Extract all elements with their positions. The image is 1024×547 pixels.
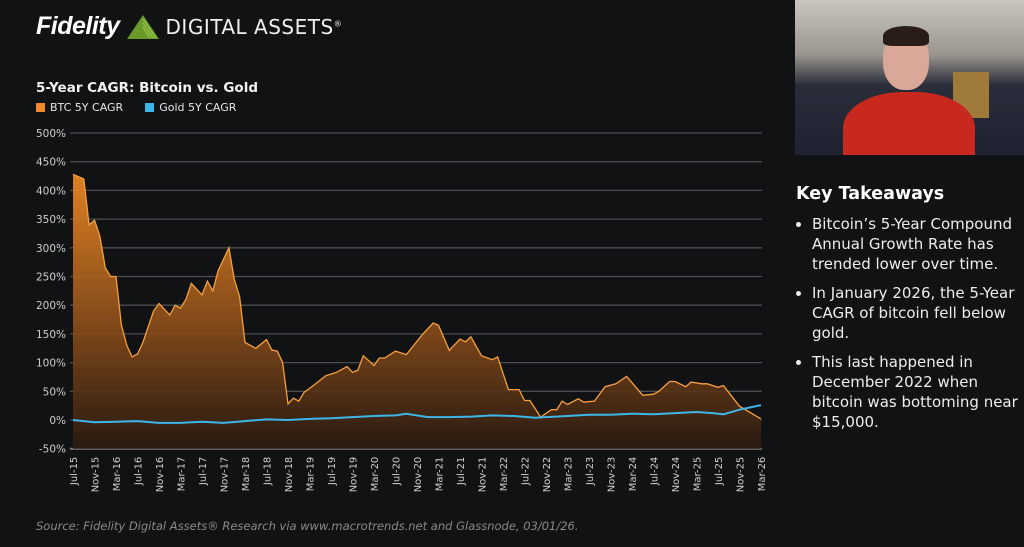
x-tick-label: Jul-21: [456, 457, 467, 486]
presenter-body: [843, 92, 975, 155]
logo-wordmark: Fidelity: [36, 12, 120, 40]
x-tick-label: Jul-17: [198, 457, 209, 486]
x-tick-label: Mar-26: [757, 457, 768, 492]
y-tick-label: 150%: [36, 329, 66, 341]
y-tick-label: 100%: [36, 358, 66, 370]
x-tick-label: Nov-18: [284, 457, 295, 493]
y-tick-label: 350%: [36, 214, 66, 226]
x-tick-label: Jul-19: [327, 457, 338, 486]
y-tick-label: 300%: [36, 243, 66, 255]
x-tick-label: Jul-15: [69, 457, 80, 486]
x-tick-label: Nov-23: [607, 457, 618, 493]
x-tick-label: Jul-22: [521, 457, 532, 486]
y-tick-label: 450%: [36, 157, 66, 169]
logo-subtitle: DIGITAL ASSETS®: [165, 14, 343, 39]
x-tick-label: Nov-19: [349, 457, 360, 493]
takeaway-item: Bitcoin’s 5-Year Compound Annual Growth …: [812, 214, 1018, 274]
x-tick-label: Nov-25: [736, 457, 747, 493]
x-tick-label: Jul-16: [134, 457, 145, 486]
x-tick-label: Jul-20: [392, 457, 403, 486]
legend-item-btc: BTC 5Y CAGR: [36, 101, 123, 114]
takeaway-item: In January 2026, the 5-Year CAGR of bitc…: [812, 283, 1018, 343]
x-tick-label: Mar-16: [112, 457, 123, 492]
x-tick-label: Nov-22: [542, 457, 553, 493]
x-tick-label: Nov-15: [91, 457, 102, 493]
takeaways-heading: Key Takeaways: [796, 184, 945, 204]
x-tick-label: Nov-17: [220, 457, 231, 493]
legend-swatch-gold: [145, 103, 155, 112]
gold-line: [72, 404, 762, 424]
y-tick-label: 200%: [36, 300, 66, 312]
y-tick-label: 400%: [36, 185, 66, 197]
x-tick-label: Mar-20: [370, 457, 381, 492]
presenter-webcam: [795, 0, 1024, 155]
x-tick-label: Mar-22: [499, 457, 510, 492]
x-tick-label: Jul-25: [714, 457, 725, 486]
legend-label-btc: BTC 5Y CAGR: [50, 101, 124, 114]
x-tick-label: Jul-23: [585, 457, 596, 486]
btc-line: [72, 173, 762, 420]
x-tick-label: Mar-21: [435, 457, 446, 492]
green-pyramid-icon: [126, 14, 159, 39]
legend-label-gold: Gold 5Y CAGR: [159, 101, 237, 114]
x-tick-label: Mar-19: [306, 457, 317, 492]
takeaways-list: Bitcoin’s 5-Year Compound Annual Growth …: [796, 214, 1018, 432]
presenter-hair: [883, 26, 929, 46]
x-tick-label: Nov-24: [671, 457, 682, 493]
x-tick-label: Mar-18: [241, 457, 252, 492]
x-tick-label: Jul-18: [263, 457, 274, 486]
y-tick-label: 50%: [43, 386, 66, 398]
cagr-chart: 500% 450% 400% 350% 300% 250% 200% 150% 100% 50% 0…: [36, 128, 768, 493]
y-tick-label: 250%: [36, 272, 66, 284]
x-tick-label: Jul-24: [650, 457, 661, 486]
legend-item-gold: Gold 5Y CAGR: [145, 101, 236, 114]
legend-swatch-btc: [36, 103, 45, 112]
y-tick-label: -50%: [39, 444, 66, 456]
x-tick-label: Mar-23: [564, 457, 575, 492]
chart-title: 5-Year CAGR: Bitcoin vs. Gold: [36, 80, 258, 96]
x-tick-label: Mar-17: [177, 457, 188, 492]
x-tick-label: Mar-25: [693, 457, 704, 492]
y-tick-label: 500%: [36, 128, 66, 140]
x-tick-label: Nov-20: [413, 457, 424, 493]
x-tick-label: Mar-24: [628, 457, 639, 492]
chart-legend: BTC 5Y CAGR Gold 5Y CAGR: [36, 101, 236, 114]
key-takeaways-panel: Key Takeaways Bitcoin’s 5-Year Compound …: [796, 184, 1018, 441]
takeaway-item: This last happened in December 2022 when…: [812, 352, 1018, 432]
source-note: Source: Fidelity Digital Assets® Researc…: [36, 519, 579, 533]
y-tick-label: 0%: [49, 415, 66, 427]
btc-area: [73, 174, 761, 449]
fidelity-logo: Fidelity DIGITAL ASSETS®: [36, 12, 342, 41]
x-tick-label: Nov-16: [155, 457, 166, 493]
x-tick-label: Nov-21: [478, 457, 489, 493]
